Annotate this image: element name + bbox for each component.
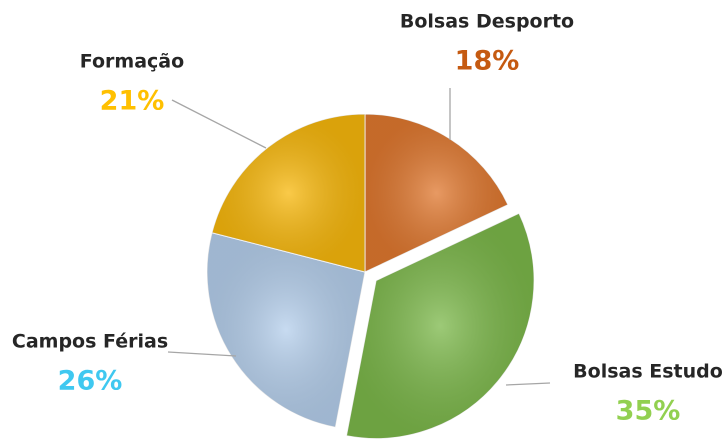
slice-shade	[346, 213, 535, 439]
slice-value: 26%	[58, 366, 123, 397]
slice-name: Bolsas Estudo	[573, 361, 723, 383]
slice-shade	[206, 232, 365, 428]
leader-line	[505, 382, 551, 386]
slice-value: 18%	[455, 46, 520, 77]
leader-line	[171, 99, 267, 149]
slice-name: Bolsas Desporto	[400, 11, 574, 33]
slice-value: 21%	[100, 86, 165, 117]
slice-shade	[211, 114, 365, 272]
slice-shade	[365, 114, 508, 272]
slice-name: Campos Férias	[12, 331, 168, 353]
slice-value: 35%	[616, 396, 681, 427]
leader-line	[167, 351, 237, 357]
slice-name: Formação	[80, 51, 184, 73]
